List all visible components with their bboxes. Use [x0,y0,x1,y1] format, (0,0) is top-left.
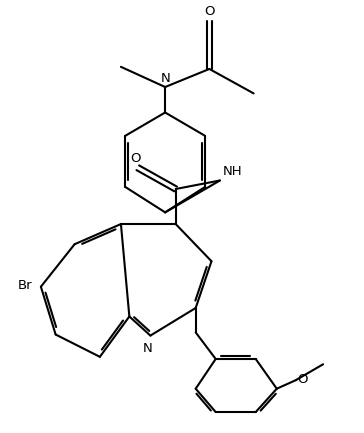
Text: O: O [204,5,215,18]
Text: NH: NH [223,165,242,178]
Text: O: O [297,373,308,386]
Text: Br: Br [18,279,32,292]
Text: N: N [142,343,152,355]
Text: N: N [160,72,170,85]
Text: O: O [131,152,141,165]
